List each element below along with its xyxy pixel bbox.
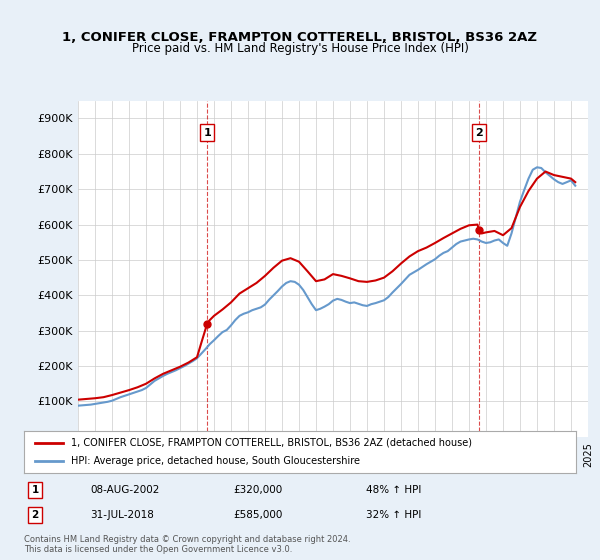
Text: 32% ↑ HPI: 32% ↑ HPI bbox=[366, 510, 422, 520]
Text: 48% ↑ HPI: 48% ↑ HPI bbox=[366, 485, 422, 495]
Text: 31-JUL-2018: 31-JUL-2018 bbox=[90, 510, 154, 520]
Text: 1, CONIFER CLOSE, FRAMPTON COTTERELL, BRISTOL, BS36 2AZ (detached house): 1, CONIFER CLOSE, FRAMPTON COTTERELL, BR… bbox=[71, 438, 472, 448]
Text: 1: 1 bbox=[203, 128, 211, 138]
Text: 1: 1 bbox=[31, 485, 38, 495]
Text: HPI: Average price, detached house, South Gloucestershire: HPI: Average price, detached house, Sout… bbox=[71, 456, 360, 466]
Text: £585,000: £585,000 bbox=[234, 510, 283, 520]
Text: Price paid vs. HM Land Registry's House Price Index (HPI): Price paid vs. HM Land Registry's House … bbox=[131, 42, 469, 55]
Text: £320,000: £320,000 bbox=[234, 485, 283, 495]
Text: 2: 2 bbox=[31, 510, 38, 520]
Text: Contains HM Land Registry data © Crown copyright and database right 2024.
This d: Contains HM Land Registry data © Crown c… bbox=[24, 535, 350, 554]
Text: 2: 2 bbox=[475, 128, 483, 138]
Text: 1, CONIFER CLOSE, FRAMPTON COTTERELL, BRISTOL, BS36 2AZ: 1, CONIFER CLOSE, FRAMPTON COTTERELL, BR… bbox=[62, 31, 538, 44]
Text: 08-AUG-2002: 08-AUG-2002 bbox=[90, 485, 160, 495]
